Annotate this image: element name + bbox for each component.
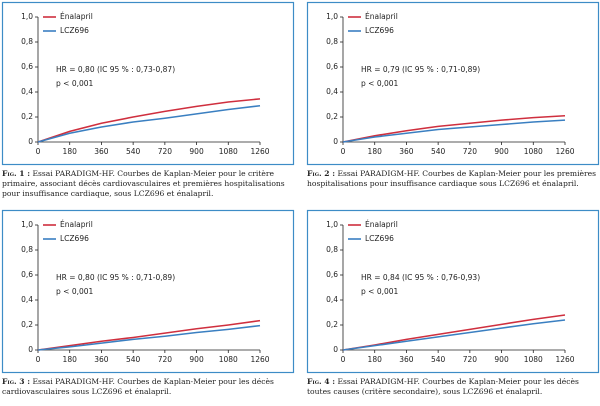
y-tick-label: 0,8 [326,245,338,254]
x-tick-label: 540 [126,355,141,364]
y-tick-label: 0 [28,137,33,146]
y-tick-label: 1,0 [326,12,338,21]
x-tick-label: 180 [368,355,383,364]
series-line [37,324,261,351]
y-tick-label: 0,2 [21,320,33,329]
panel-frame [306,1,600,166]
y-tick-label: 1,0 [21,220,33,229]
caption: Fig. 4 : Essai PARADIGM-HF. Courbes de K… [307,377,599,397]
series-line [342,314,566,351]
panel-frame [306,209,600,374]
x-tick-label: 900 [494,355,509,364]
x-tick-label: 360 [399,147,414,156]
y-tick-label: 0 [333,137,338,146]
y-tick-label: 0,8 [21,37,33,46]
panel-frame [1,1,295,166]
x-tick-label: 1080 [524,147,543,156]
x-tick-label: 720 [463,147,478,156]
x-tick-label: 540 [126,147,141,156]
y-tick-label: 0,2 [326,112,338,121]
caption-label: Fig. 3 : [2,377,31,386]
annotation: p < 0,001 [361,287,399,296]
series-line [342,114,566,143]
x-tick-label: 1260 [250,355,269,364]
x-tick-label: 360 [94,147,109,156]
x-tick-label: 180 [63,147,78,156]
caption-text: Essai PARADIGM-HF. Courbes de Kaplan-Mei… [307,377,579,396]
y-tick-label: 0,8 [326,37,338,46]
x-tick-label: 720 [158,147,173,156]
y-tick-label: 1,0 [21,12,33,21]
series-line [342,119,566,143]
x-tick-label: 540 [431,355,446,364]
annotation: HR = 0,84 (IC 95 % : 0,76-0,93) [361,273,480,282]
y-tick-label: 0,8 [21,245,33,254]
x-tick-label: 0 [36,147,41,156]
caption-text: Essai PARADIGM-HF. Courbes de Kaplan-Mei… [2,169,285,198]
x-tick-label: 540 [431,147,446,156]
caption-text: Essai PARADIGM-HF. Courbes de Kaplan-Mei… [307,169,597,188]
x-tick-label: 1260 [555,355,574,364]
legend-label: Énalapril [365,220,398,229]
x-tick-label: 1260 [555,147,574,156]
x-tick-label: 900 [189,355,204,364]
legend-label: LCZ696 [60,26,89,35]
caption-text: Essai PARADIGM-HF. Courbes de Kaplan-Mei… [2,377,274,396]
y-tick-label: 0,6 [21,62,33,71]
x-tick-label: 720 [158,355,173,364]
legend-label: LCZ696 [365,26,394,35]
legend-label: Énalapril [60,12,93,21]
y-tick-label: 0,2 [21,112,33,121]
x-tick-label: 1080 [524,355,543,364]
caption: Fig. 2 : Essai PARADIGM-HF. Courbes de K… [307,169,599,189]
annotation: p < 0,001 [56,287,94,296]
legend-label: LCZ696 [60,234,89,243]
x-tick-label: 720 [463,355,478,364]
y-tick-label: 0,4 [326,295,338,304]
x-tick-label: 0 [341,355,346,364]
y-tick-label: 0,2 [326,320,338,329]
legend-label: Énalapril [365,12,398,21]
panel-frame [1,209,295,374]
series-line [37,104,261,143]
y-tick-label: 0,4 [21,295,33,304]
y-tick-label: 0,6 [326,62,338,71]
x-tick-label: 360 [94,355,109,364]
caption: Fig. 3 : Essai PARADIGM-HF. Courbes de K… [2,377,294,397]
y-tick-label: 0 [28,345,33,354]
x-tick-label: 900 [189,147,204,156]
caption-label: Fig. 4 : [307,377,336,386]
y-tick-label: 0,4 [21,87,33,96]
x-tick-label: 900 [494,147,509,156]
legend-label: LCZ696 [365,234,394,243]
series-line [37,98,261,143]
x-tick-label: 0 [36,355,41,364]
y-tick-label: 1,0 [326,220,338,229]
caption-label: Fig. 1 : [2,169,31,178]
x-tick-label: 180 [368,147,383,156]
annotation: HR = 0,80 (IC 95 % : 0,71-0,89) [56,273,175,282]
y-tick-label: 0,4 [326,87,338,96]
annotation: p < 0,001 [56,79,94,88]
x-tick-label: 180 [63,355,78,364]
y-tick-label: 0,6 [21,270,33,279]
x-tick-label: 0 [341,147,346,156]
y-tick-label: 0 [333,345,338,354]
caption-label: Fig. 2 : [307,169,336,178]
series-line [342,319,566,351]
x-tick-label: 360 [399,355,414,364]
caption: Fig. 1 : Essai PARADIGM-HF. Courbes de K… [2,169,294,199]
annotation: p < 0,001 [361,79,399,88]
series-line [37,319,261,351]
y-tick-label: 0,6 [326,270,338,279]
legend-label: Énalapril [60,220,93,229]
x-tick-label: 1080 [219,355,238,364]
x-tick-label: 1080 [219,147,238,156]
annotation: HR = 0,79 (IC 95 % : 0,71-0,89) [361,65,480,74]
annotation: HR = 0,80 (IC 95 % : 0,73-0,87) [56,65,175,74]
x-tick-label: 1260 [250,147,269,156]
